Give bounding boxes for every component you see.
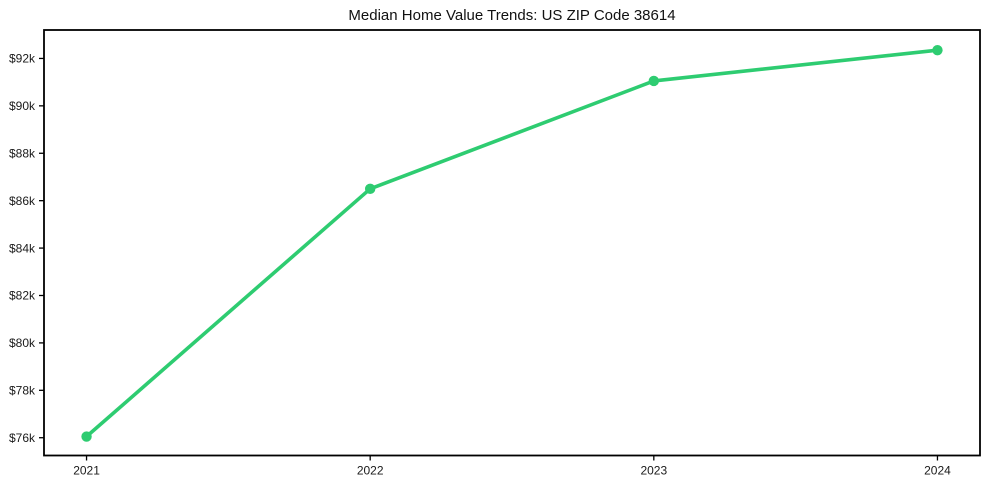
y-tick-label: $84k xyxy=(9,241,36,255)
data-point-marker xyxy=(932,44,943,56)
plot-border xyxy=(43,29,981,457)
y-tick-label: $86k xyxy=(9,194,36,208)
x-tick-label: 2022 xyxy=(357,464,384,478)
data-point-marker xyxy=(81,431,92,442)
x-tick-label: 2023 xyxy=(640,464,667,478)
chart-title: Median Home Value Trends: US ZIP Code 38… xyxy=(348,7,676,24)
data-point-marker xyxy=(648,75,660,87)
y-tick-label: $76k xyxy=(9,431,36,445)
y-tick-label: $80k xyxy=(9,336,36,350)
plot-area xyxy=(44,30,980,456)
y-tick-label: $88k xyxy=(9,146,36,160)
y-tick-label: $92k xyxy=(9,52,36,66)
trend-line xyxy=(84,48,940,439)
y-tick-label: $78k xyxy=(9,384,36,398)
y-tick-label: $82k xyxy=(9,289,36,303)
x-tick-label: 2021 xyxy=(73,464,100,478)
x-tick-label: 2024 xyxy=(924,464,951,478)
data-point-marker xyxy=(364,183,376,195)
y-tick-label: $90k xyxy=(9,99,36,113)
